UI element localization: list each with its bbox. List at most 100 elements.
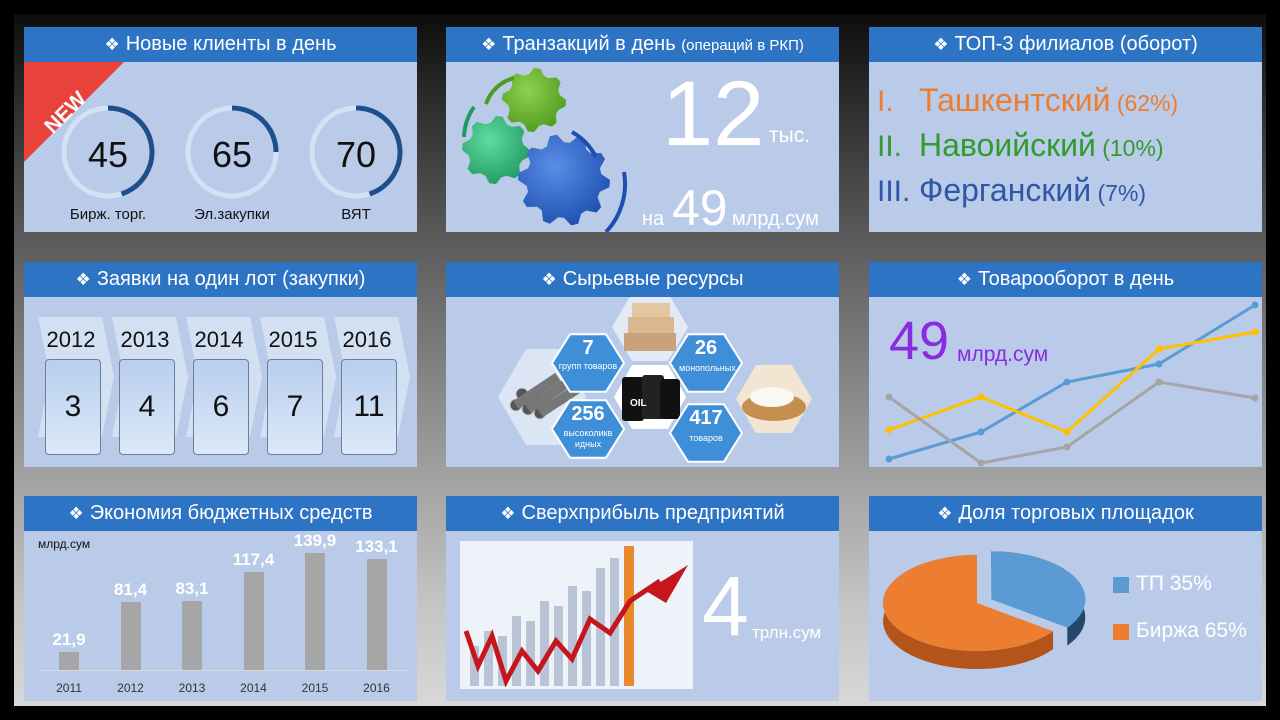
savings-year: 2012 <box>117 681 144 695</box>
hexagon <box>550 333 626 393</box>
panel-transactions: ❖ Транзакций в день (операций в РКП) 12 т… <box>446 27 839 232</box>
savings-bar <box>305 553 325 670</box>
transactions-unit: тыс. <box>769 124 811 147</box>
savings-bar <box>243 572 264 670</box>
hex-value: 256 <box>571 403 605 425</box>
panel-turnover: ❖ Товарооборот в день 49 млрд.сум <box>869 262 1262 467</box>
resources-graphic <box>498 297 812 463</box>
oil-label: OIL <box>630 398 647 409</box>
lot-value: 6 <box>193 359 249 455</box>
panel-title-note: (операций в РКП) <box>681 37 804 54</box>
panel-top-branches: ❖ ТОП-3 филиалов (оборот) I. Ташкентский (… <box>869 27 1262 232</box>
x-axis <box>38 670 408 671</box>
turnover-lines <box>885 301 1259 467</box>
gear-green <box>502 68 566 132</box>
turnover-point <box>1063 428 1071 436</box>
turnover-point <box>885 393 893 401</box>
hex-caption: высоколиквидных <box>563 428 613 449</box>
turnover-point <box>1155 378 1163 386</box>
turnover-point <box>1251 301 1259 309</box>
lot-year: 2014 <box>194 327 244 352</box>
turnover-point <box>977 459 985 467</box>
turnover-point <box>885 455 893 463</box>
legend-label-birzha: Биржа 65% <box>1136 619 1247 642</box>
amount-prefix: на <box>642 208 665 230</box>
turnover-unit: млрд.сум <box>957 343 1049 366</box>
savings-unit: млрд.сум <box>38 537 91 551</box>
transactions-amount-unit: млрд.сум <box>732 208 819 230</box>
turnover-point <box>1155 360 1163 368</box>
gear-teal <box>462 116 530 184</box>
growth-bar <box>540 601 549 686</box>
lot-value: 3 <box>45 359 101 455</box>
panel-header: ❖ Заявки на один лот (закупки) <box>24 262 417 297</box>
growth-bar <box>498 636 507 686</box>
gauge-label: Эл.закупки <box>194 206 270 223</box>
branch-share: (10%) <box>1095 135 1164 161</box>
savings-year: 2016 <box>363 681 390 695</box>
savings-bar-label: 81,4 <box>113 580 148 600</box>
panel-header: ❖ Доля торговых площадок <box>869 496 1262 531</box>
gauge-value: 65 <box>211 134 253 175</box>
panel-header: ❖ ТОП-3 филиалов (оборот) <box>869 27 1262 62</box>
savings-year: 2014 <box>240 681 267 695</box>
growth-bar <box>526 621 535 686</box>
panel-header: ❖ Сверхприбыль предприятий <box>446 496 839 531</box>
panel-header: ❖ Транзакций в день (операций в РКП) <box>446 27 839 62</box>
turnover-point <box>977 393 985 401</box>
growth-bar <box>568 586 577 686</box>
panel-title: Экономия бюджетных средств <box>89 502 373 524</box>
growth-bar <box>484 631 493 686</box>
panel-title: Новые клиенты в день <box>125 33 337 55</box>
turnover-point <box>1063 443 1071 451</box>
panel-superprofit: ❖ Сверхприбыль предприятий 4 трлн.сум <box>446 496 839 701</box>
pie-slice-birzha-side <box>883 555 1054 669</box>
savings-bar-label: 117,4 <box>232 550 275 570</box>
savings-bar <box>182 600 202 670</box>
branch-row: III. Ферганский (7%) <box>877 172 1146 209</box>
lot-value: 4 <box>119 359 175 455</box>
gauge-arc <box>355 105 403 197</box>
gears-icon <box>462 68 628 232</box>
turnover-point <box>1251 328 1259 336</box>
gauge-value: 70 <box>335 134 377 175</box>
panel-title: Сырьевые ресурсы <box>562 268 744 290</box>
pie-slice-tp <box>991 551 1086 628</box>
cement-sacks-icon <box>612 297 688 361</box>
branch-share: (7%) <box>1091 180 1147 206</box>
hex-value: 26 <box>694 337 718 359</box>
savings-bar <box>120 602 141 670</box>
branch-name: Навоийский <box>919 127 1096 163</box>
transactions-count: 12 <box>662 63 765 165</box>
superprofit-unit: трлн.сум <box>752 623 822 642</box>
panel-header: ❖ Экономия бюджетных средств <box>24 496 417 531</box>
gauges-graphic <box>61 105 403 199</box>
lot-year: 2013 <box>120 327 170 352</box>
legend-swatch-tp <box>1113 577 1129 593</box>
turnover-series-line <box>888 380 1256 465</box>
growth-chart-icon <box>460 541 693 689</box>
panel-title: ТОП-3 филиалов (оборот) <box>954 33 1198 55</box>
hex-value: 7 <box>582 337 594 359</box>
panel-new-clients: ❖ Новые клиенты в день 45 65 70 Бирж. тор… <box>24 27 417 232</box>
savings-bar-label: 139,9 <box>293 531 337 551</box>
gauge-arc <box>231 105 279 153</box>
panel-lot-requests: ❖ Заявки на один лот (закупки) 2012 3 2013 4… <box>24 262 417 467</box>
panel-title: Товарооборот в день <box>978 268 1175 290</box>
dashboard: ❖ Новые клиенты в день 45 65 70 Бирж. тор… <box>14 14 1266 706</box>
turnover-amount: 49 <box>889 311 950 371</box>
gauge-value: 45 <box>87 134 129 175</box>
transactions-amount: 49 <box>672 180 728 232</box>
turnover-point <box>1251 394 1259 402</box>
growth-bar <box>470 646 479 686</box>
branch-rank: III. <box>877 175 911 208</box>
branch-rank: II. <box>877 130 903 163</box>
lot-value: 7 <box>267 359 323 455</box>
growth-bar <box>582 591 591 686</box>
panel-title: Заявки на один лот (закупки) <box>96 268 366 290</box>
savings-bar-label: 83,1 <box>175 578 209 598</box>
pie-slice-birzha <box>883 555 1054 651</box>
branch-name: Ферганский <box>919 172 1092 208</box>
branch-row: II. Навоийский (10%) <box>877 127 1164 164</box>
panel-budget-savings: ❖ Экономия бюджетных средств млрд.сум 21,… <box>24 496 417 701</box>
